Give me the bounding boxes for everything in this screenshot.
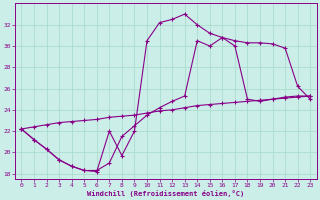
X-axis label: Windchill (Refroidissement éolien,°C): Windchill (Refroidissement éolien,°C) <box>87 190 244 197</box>
